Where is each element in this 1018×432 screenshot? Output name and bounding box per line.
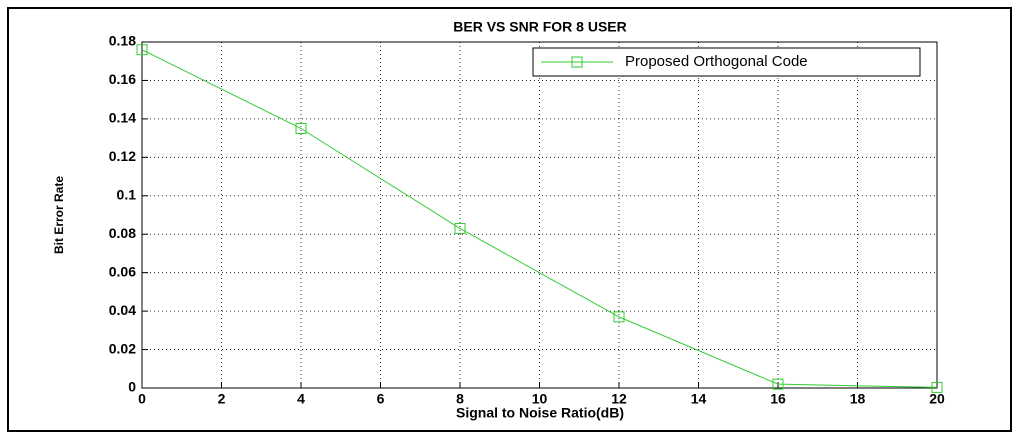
x-tick-label: 18	[850, 391, 866, 407]
y-tick-label: 0	[128, 379, 136, 395]
y-tick-label: 0.18	[109, 33, 136, 49]
series-line	[141, 49, 938, 388]
marker	[772, 378, 784, 390]
marker	[136, 44, 148, 56]
x-tick-label: 20	[929, 391, 945, 407]
x-tick-label: 12	[611, 391, 627, 407]
x-tick-label: 2	[218, 391, 226, 407]
frame	[7, 7, 1012, 432]
y-tick-label: 0.08	[109, 225, 136, 241]
marker	[931, 381, 943, 393]
y-tick-label: 0.02	[109, 340, 136, 356]
x-axis-label: Signal to Noise Ratio(dB)	[456, 405, 624, 421]
marker	[454, 222, 466, 234]
x-tick-label: 6	[377, 391, 385, 407]
y-tick-label: 0.04	[109, 302, 136, 318]
marker	[613, 311, 625, 323]
y-tick-label: 0.14	[109, 110, 136, 126]
x-tick-label: 16	[770, 391, 786, 407]
y-tick-label: 0.16	[109, 71, 136, 87]
axes-box	[141, 41, 938, 389]
legend-label: Proposed Orthogonal Code	[625, 53, 808, 70]
marker	[295, 123, 307, 134]
x-tick-label: 0	[138, 391, 146, 407]
y-tick-label: 0.06	[109, 263, 136, 279]
x-tick-label: 14	[691, 391, 707, 407]
chart-title: BER VS SNR FOR 8 USER	[453, 19, 626, 35]
y-tick-label: 0.12	[109, 148, 136, 164]
legend-marker	[571, 56, 583, 68]
x-tick-label: 10	[532, 391, 548, 407]
x-tick-label: 4	[297, 391, 305, 407]
x-tick-label: 8	[456, 391, 464, 407]
y-axis-label: Bit Error Rate	[52, 176, 66, 254]
y-tick-label: 0.1	[117, 186, 137, 202]
